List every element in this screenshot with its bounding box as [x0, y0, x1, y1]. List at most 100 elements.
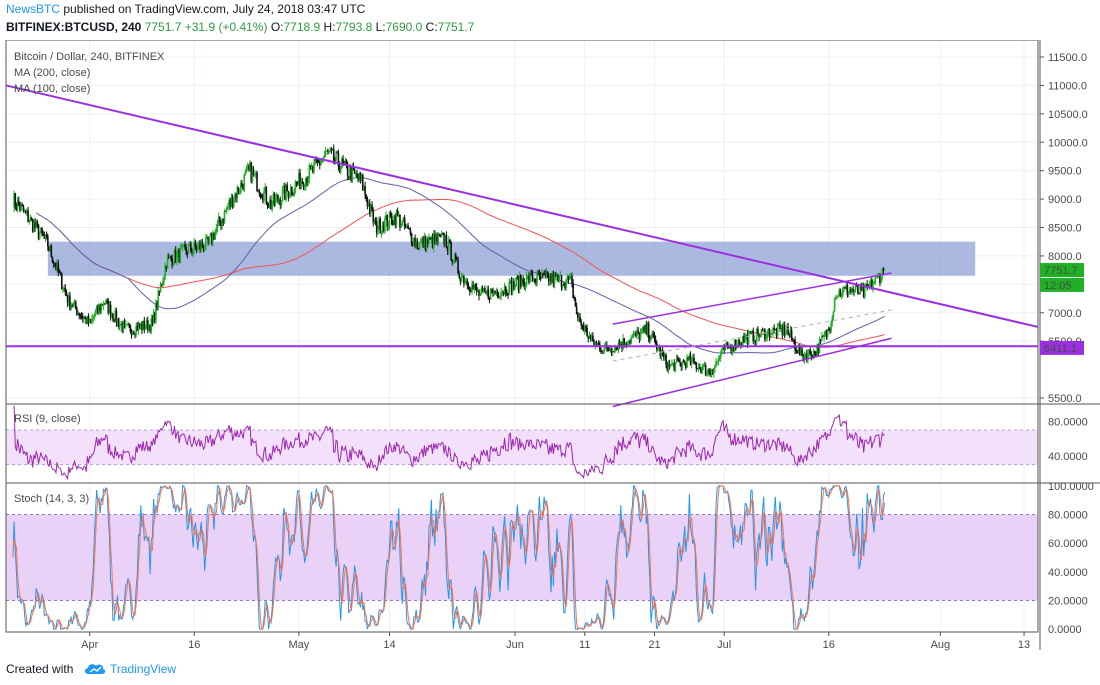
candle-body: [377, 229, 379, 234]
candle-body: [244, 172, 247, 176]
candle-body: [141, 323, 143, 330]
candle-body: [477, 290, 479, 292]
candle-body: [421, 238, 423, 242]
author-name[interactable]: NewsBTC: [6, 2, 61, 16]
candle-body: [845, 285, 848, 289]
candle-body: [449, 240, 451, 243]
candle-body: [460, 275, 463, 282]
candle-body: [833, 298, 836, 312]
candle-body: [151, 318, 154, 323]
candle-body: [309, 165, 312, 168]
candle-body: [62, 288, 64, 290]
candle-body: [723, 345, 726, 351]
candle-body: [667, 363, 670, 371]
time-tick-label: 14: [383, 639, 395, 651]
candle-body: [649, 337, 651, 340]
tradingview-cloud-icon[interactable]: [84, 662, 106, 676]
candle-body: [263, 191, 265, 201]
candle-body: [461, 275, 464, 277]
candle-body: [636, 330, 638, 337]
candle-body: [350, 166, 352, 181]
candle-body: [755, 328, 758, 342]
candle-body: [191, 250, 193, 254]
stoch-tick-label: 0.0000: [1048, 624, 1082, 636]
candle-body: [837, 294, 839, 297]
candle-body: [361, 175, 364, 191]
candle-body: [563, 284, 565, 286]
candle-body: [834, 298, 837, 300]
candle-body: [507, 294, 509, 296]
candle-body: [423, 236, 426, 248]
candle-body: [475, 287, 478, 292]
candle-body: [843, 287, 845, 289]
candle-body: [543, 273, 545, 275]
candle-body: [85, 317, 87, 324]
candle-body: [609, 349, 612, 351]
candle-body: [740, 343, 743, 345]
candle-body: [544, 273, 547, 275]
candle-body: [502, 291, 505, 294]
candle-body: [699, 366, 701, 368]
candle-body: [186, 252, 189, 255]
candle-body: [30, 217, 33, 220]
candle-body: [320, 162, 322, 166]
candle-body: [48, 246, 50, 251]
candle-body: [130, 331, 133, 335]
candle-body: [473, 284, 476, 289]
candle-body: [49, 245, 51, 251]
time-axis[interactable]: Apr 16 May 14 Jun 11 21 Jul 16 Aug 13: [81, 632, 1030, 651]
candle-body: [652, 333, 655, 335]
candle-body: [128, 323, 130, 326]
candle-body: [345, 160, 348, 165]
candle-body: [481, 288, 484, 292]
candle-body: [302, 182, 305, 188]
candle-body: [157, 291, 160, 308]
candle-body: [221, 218, 223, 226]
candle-body: [308, 165, 311, 180]
candle-body: [428, 237, 430, 244]
candle-body: [788, 332, 791, 335]
candle-body: [137, 323, 140, 331]
candle-body: [45, 234, 48, 237]
candle-body: [155, 302, 157, 321]
candle-body: [747, 333, 750, 345]
last-price-tag: 7751.7: [1044, 265, 1078, 277]
candle-body: [328, 151, 330, 152]
pane-labels: Bitcoin / Dollar, 240, BITFINEX MA (200,…: [14, 51, 165, 505]
candle-body: [91, 318, 93, 321]
candle-body: [120, 323, 122, 325]
candle-body: [879, 275, 881, 284]
tradingview-link[interactable]: TradingView: [110, 662, 177, 676]
candle-body: [264, 187, 266, 192]
candle-body: [504, 286, 507, 294]
candle-body: [600, 350, 602, 352]
candle-body: [625, 344, 628, 347]
candle-body: [279, 199, 282, 206]
channel-line: [612, 272, 892, 325]
candle-body: [64, 287, 67, 292]
candle-body: [291, 186, 293, 194]
candle-body: [152, 313, 155, 323]
candle-body: [193, 242, 196, 251]
price-tick-label: 8500.0: [1048, 223, 1082, 235]
candle-body: [253, 174, 256, 175]
candle-body: [243, 175, 246, 190]
close-label: C:: [425, 20, 438, 34]
candle-body: [857, 286, 859, 294]
price-tick-label: 9500.0: [1048, 166, 1082, 178]
candle-body: [138, 323, 141, 327]
candle-body: [709, 372, 712, 375]
candle-body: [129, 325, 132, 332]
candle-body: [266, 202, 269, 206]
time-tick-label: Jun: [506, 639, 524, 651]
candle-body: [149, 324, 151, 332]
candle-body: [206, 236, 208, 238]
candle-body: [715, 361, 717, 366]
candle-body: [825, 331, 828, 337]
candle-body: [516, 277, 519, 279]
candle-body: [688, 355, 691, 360]
price-change: +31.9 (+0.41%): [184, 20, 268, 34]
candle-body: [508, 281, 511, 295]
chart-area[interactable]: 11500.0 11000.0 10500.0 10000.0 9500.0 9000.0…: [0, 40, 1100, 652]
candle-body: [821, 336, 823, 341]
